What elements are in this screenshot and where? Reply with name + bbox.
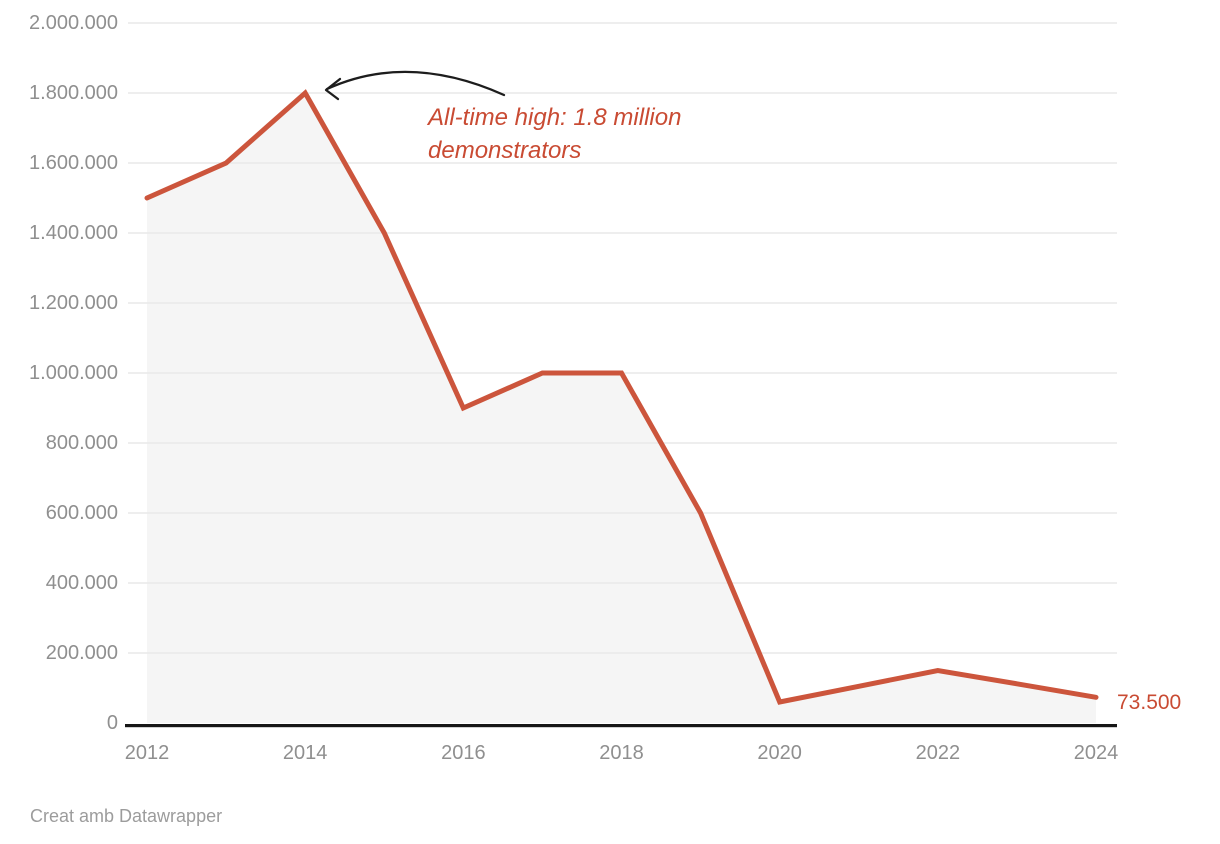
x-tick-label: 2014: [282, 742, 328, 764]
series-line: [144, 89, 1099, 705]
x-tick-label: 2012: [124, 742, 170, 764]
y-tick-label: 1.800.000: [29, 82, 118, 104]
x-tick-label: 2018: [599, 742, 644, 764]
y-tick-label: 400.000: [45, 572, 118, 594]
last-value-label: 73.500: [1117, 691, 1182, 714]
y-tick-label: 0: [106, 712, 118, 734]
x-axis-line: [125, 724, 1117, 728]
arrow-curve: [325, 70, 506, 97]
y-tick-label: 200.000: [45, 642, 118, 664]
y-tick-label: 1.000.000: [29, 362, 118, 384]
annotation-line-2: demonstrators: [428, 137, 582, 164]
area-fill: [147, 93, 1096, 723]
y-tick-label: 2.000.000: [29, 12, 118, 34]
annotation-label: All-time high: 1.8 million demonstrators: [428, 101, 681, 167]
y-tick-label: 1.200.000: [29, 292, 118, 314]
x-tick-label: 2016: [441, 742, 486, 764]
x-tick-label: 2024: [1073, 742, 1119, 764]
arrow-head-icon: [324, 77, 342, 101]
x-tick-label: 2020: [757, 742, 802, 764]
series-area: [147, 93, 1096, 723]
annotation-line-1: All-time high: 1.8 million: [428, 104, 682, 131]
y-tick-label: 600.000: [45, 502, 118, 524]
y-tick-label: 1.400.000: [29, 222, 118, 244]
annotation-arrow: [324, 70, 506, 101]
x-tick-label: 2022: [915, 742, 961, 764]
y-tick-label: 800.000: [45, 432, 118, 454]
axis-baseline: [125, 724, 1117, 728]
data-line: [144, 89, 1099, 705]
attribution-footer: Creat amb Datawrapper: [30, 806, 223, 826]
y-tick-label: 1.600.000: [29, 152, 118, 174]
